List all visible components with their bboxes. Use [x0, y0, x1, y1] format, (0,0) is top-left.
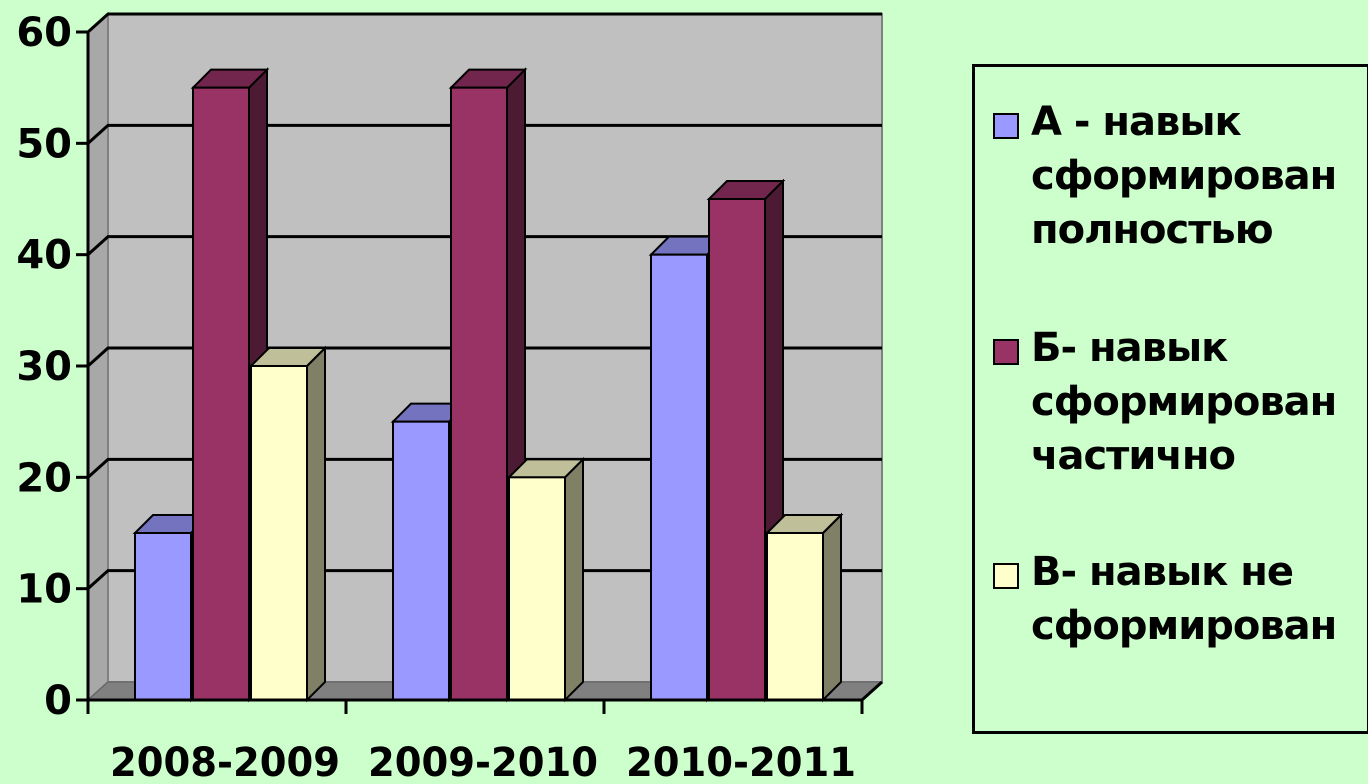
legend-item-c: В- навык не сформирован	[993, 545, 1368, 653]
bar-front	[650, 253, 708, 702]
legend-item-b: Б- навык сформирован частично	[993, 321, 1368, 483]
legend-label-b: Б- навык сформирован частично	[1031, 325, 1337, 479]
bar-front	[766, 532, 824, 701]
bar-chart: 0 10 20 30 40 50 60 2008-2009 2009-2010 2010-2011	[16, 10, 884, 784]
chart-legend: А - навык сформирован полностью Б- навык…	[972, 64, 1368, 734]
legend-swatch-c	[993, 563, 1019, 589]
bar	[248, 345, 328, 703]
bar-front	[708, 198, 766, 701]
y-tick-label: 20	[16, 455, 72, 501]
gridline	[86, 235, 882, 256]
bar-front	[250, 365, 308, 701]
y-tick-label: 10	[16, 567, 72, 613]
y-tick-label: 50	[16, 121, 72, 167]
legend-label-a: А - навык сформирован полностью	[1031, 99, 1337, 253]
legend-swatch-b	[993, 339, 1019, 365]
gridline	[86, 457, 882, 479]
y-tick-label: 60	[16, 10, 72, 56]
x-tick-label: 2009-2010	[368, 740, 598, 784]
bar-front	[508, 476, 566, 702]
gridline	[86, 346, 882, 368]
bar-side	[306, 345, 326, 703]
x-tick-label: 2010-2011	[626, 740, 856, 784]
legend-item-a: А - навык сформирован полностью	[993, 95, 1368, 257]
bar-front	[134, 532, 192, 701]
bar-side	[822, 512, 842, 703]
y-tick-label: 30	[16, 344, 72, 390]
legend-label-c: В- навык не сформирован	[1031, 549, 1337, 649]
x-axis-depth-line	[860, 680, 884, 702]
bar-front	[392, 420, 450, 701]
bar	[764, 512, 844, 703]
y-tick-label: 40	[16, 233, 72, 279]
legend-swatch-a	[993, 113, 1019, 139]
bar-front	[450, 86, 508, 701]
bar-front	[192, 86, 250, 701]
x-tick-label: 2008-2009	[110, 740, 340, 784]
gridline	[86, 123, 882, 145]
y-tick-label: 0	[44, 678, 72, 724]
bar	[506, 456, 586, 703]
gridline	[86, 569, 882, 590]
gridline	[86, 12, 882, 34]
bar-side	[564, 456, 584, 703]
